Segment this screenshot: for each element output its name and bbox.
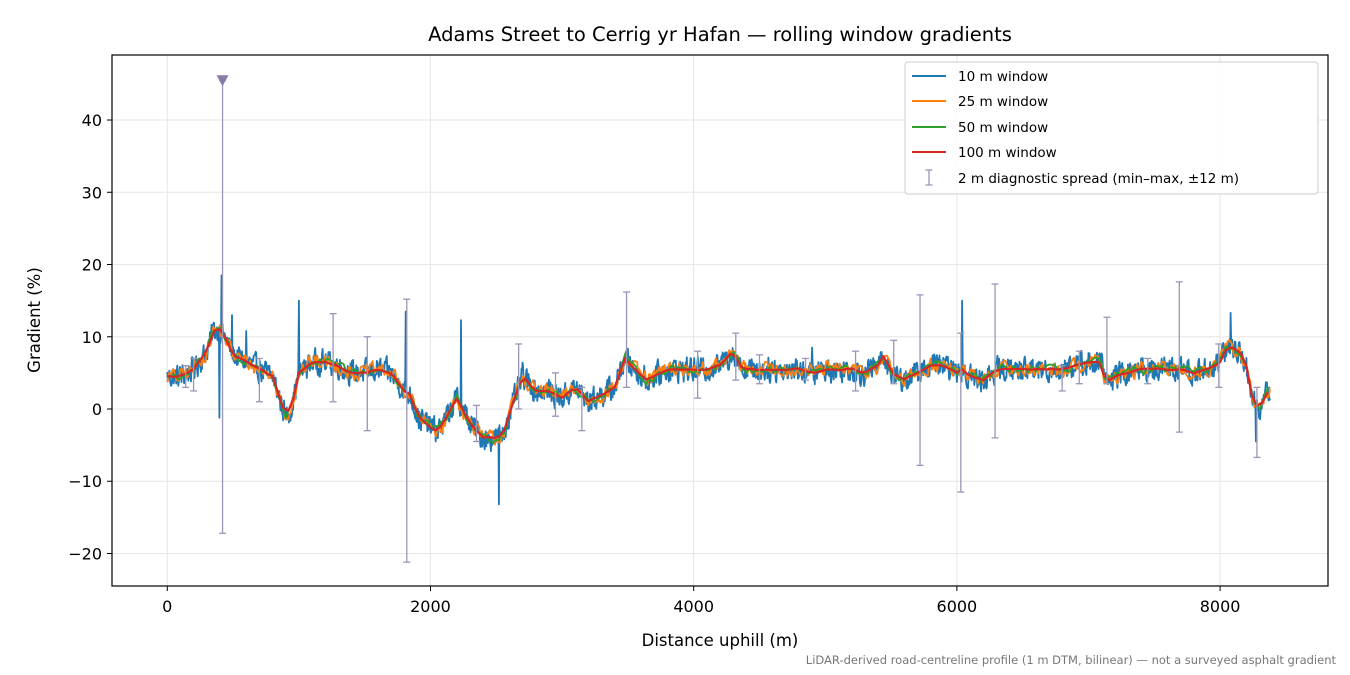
errorbar-23 xyxy=(1103,316,1111,385)
errorbar-16 xyxy=(852,350,860,392)
x-axis-label: Distance uphill (m) xyxy=(642,631,799,650)
errorbar-21 xyxy=(1058,365,1066,392)
legend-label-errorbar: 2 m diagnostic spread (min–max, ±12 m) xyxy=(958,171,1239,187)
errorbar-10 xyxy=(578,386,586,432)
errorbar-1 xyxy=(190,357,198,392)
footnote: LiDAR-derived road-centreline profile (1… xyxy=(806,653,1337,667)
y-tick-label-0: −20 xyxy=(68,544,102,563)
series-line-3 xyxy=(167,328,1269,439)
errorbar-14 xyxy=(755,354,763,385)
legend: 10 m window 25 m window 50 m window 100 … xyxy=(904,61,1319,195)
errorbar-19 xyxy=(957,332,965,493)
x-tick-label-1: 2000 xyxy=(410,597,451,616)
errorbar-13 xyxy=(732,332,740,381)
clipped-marker-triangle xyxy=(216,75,229,87)
errorbar-27 xyxy=(1253,386,1261,459)
errorbar-11 xyxy=(623,291,631,388)
plot-frame xyxy=(111,54,1329,587)
legend-frame xyxy=(904,61,1319,195)
legend-label-50m: 50 m window xyxy=(958,120,1048,136)
errorbar-0 xyxy=(182,365,190,388)
tick-layer: 0 2000 4000 6000 8000 −20 −10 0 10 20 30 40 xyxy=(68,111,1240,616)
errorbar-25 xyxy=(1175,281,1183,433)
errorbar-18 xyxy=(916,294,924,467)
chart-title: Adams Street to Cerrig yr Hafan — rollin… xyxy=(428,23,1012,46)
errorbar-17 xyxy=(890,339,898,385)
errorbar-layer xyxy=(182,75,1261,563)
legend-label-10m: 10 m window xyxy=(958,69,1048,85)
y-tick-label-3: 10 xyxy=(82,328,102,347)
errorbar-8 xyxy=(515,343,523,410)
errorbar-26 xyxy=(1215,343,1223,388)
x-tick-label-0: 0 xyxy=(162,597,172,616)
y-tick-label-1: −10 xyxy=(68,472,102,491)
x-tick-label-3: 6000 xyxy=(937,597,978,616)
y-tick-label-6: 40 xyxy=(82,111,102,130)
errorbar-7 xyxy=(473,404,481,443)
legend-label-25m: 25 m window xyxy=(958,94,1048,110)
series-layer xyxy=(166,274,1271,506)
errorbar-20 xyxy=(991,283,999,439)
x-tick-label-2: 4000 xyxy=(673,597,714,616)
y-tick-label-5: 30 xyxy=(82,183,102,202)
errorbar-24 xyxy=(1144,357,1152,385)
errorbar-15 xyxy=(802,357,810,381)
errorbar-4 xyxy=(329,312,337,403)
errorbar-5 xyxy=(363,336,371,432)
y-axis-label: Gradient (%) xyxy=(25,267,44,373)
legend-label-100m: 100 m window xyxy=(958,145,1057,161)
errorbar-6 xyxy=(403,298,411,563)
errorbar-9 xyxy=(551,372,559,417)
y-tick-label-2: 0 xyxy=(92,400,102,419)
errorbar-3 xyxy=(255,357,263,403)
y-tick-label-4: 20 xyxy=(82,256,102,275)
legend-swatch-errorbar xyxy=(925,169,933,186)
x-tick-label-4: 8000 xyxy=(1200,597,1241,616)
errorbar-22 xyxy=(1075,350,1083,385)
errorbar-12 xyxy=(694,350,702,399)
